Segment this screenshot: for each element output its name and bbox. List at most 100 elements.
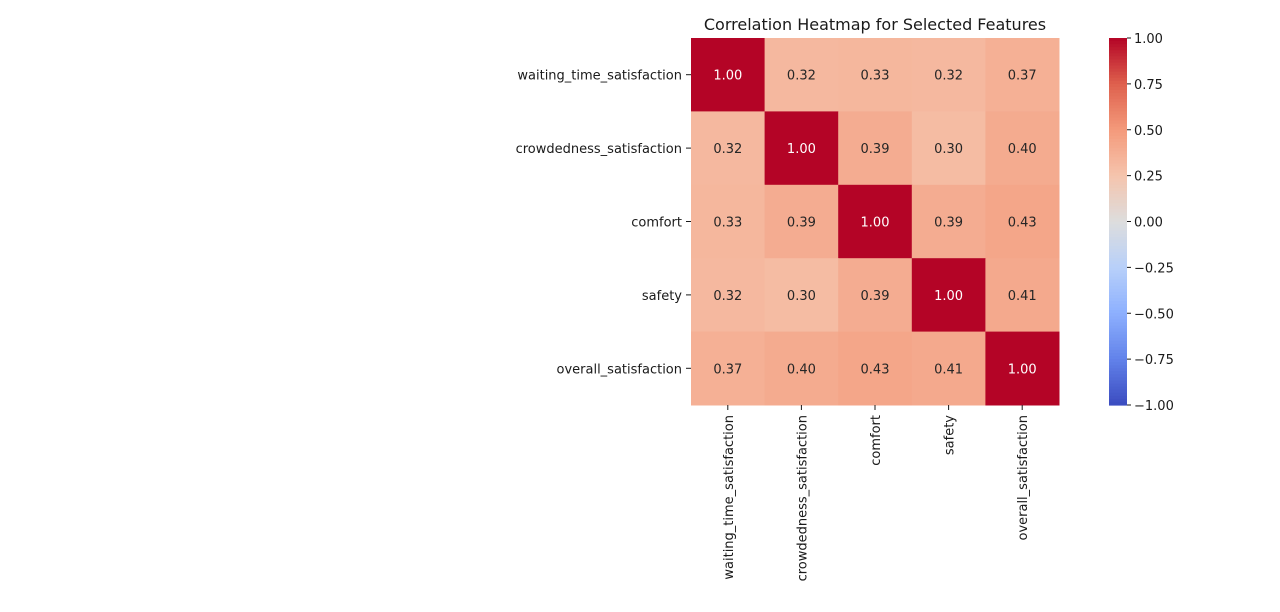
colorbar-segment <box>1109 362 1127 366</box>
cell-value-label: 0.37 <box>713 362 742 377</box>
colorbar-segment <box>1109 389 1127 394</box>
colorbar-segment <box>1109 242 1127 247</box>
heatmap-cell <box>764 184 839 259</box>
cell-value-label: 0.32 <box>787 69 816 84</box>
colorbar-segment <box>1109 282 1127 287</box>
colorbar-segment <box>1109 197 1127 201</box>
heatmap-cells <box>691 38 1060 406</box>
cell-value-label: 1.00 <box>934 289 963 304</box>
colorbar-segment <box>1109 371 1127 376</box>
heatmap-cell <box>911 331 986 406</box>
cell-value-label: 0.39 <box>861 142 890 157</box>
cell-value-label: 0.41 <box>934 362 963 377</box>
colorbar-tick-label: −0.75 <box>1134 353 1174 368</box>
y-tick-label: waiting_time_satisfaction <box>517 69 682 84</box>
heatmap-cell <box>691 184 766 259</box>
colorbar-segment <box>1109 108 1127 112</box>
colorbar-tick-label: 0.50 <box>1134 124 1163 139</box>
heatmap-cell <box>764 111 839 186</box>
colorbar-segment <box>1109 175 1127 180</box>
colorbar-segment <box>1109 252 1127 256</box>
colorbar-segment <box>1109 96 1127 100</box>
colorbar-segment <box>1109 38 1127 42</box>
colorbar-segment <box>1109 224 1127 229</box>
heatmap-cell <box>911 184 986 259</box>
colorbar-segment <box>1109 218 1127 223</box>
colorbar-segment <box>1109 221 1127 226</box>
colorbar-segment <box>1109 166 1127 171</box>
colorbar-segment <box>1109 359 1127 363</box>
heatmap-cell <box>764 38 839 112</box>
heatmap-cell <box>691 111 766 186</box>
colorbar-segment <box>1109 255 1127 259</box>
colorbar-segment <box>1109 258 1127 262</box>
colorbar-segment <box>1109 114 1127 119</box>
x-axis: waiting_time_satisfaction crowdedness_sat… <box>722 405 1031 581</box>
colorbar-segment <box>1109 68 1127 73</box>
colorbar-segment <box>1109 62 1127 67</box>
colorbar-segment <box>1109 304 1127 308</box>
colorbar-segment <box>1109 349 1127 354</box>
colorbar-segment <box>1109 163 1127 168</box>
colorbar-segment <box>1109 89 1127 94</box>
cell-value-label: 0.30 <box>934 142 963 157</box>
cell-value-label: 0.41 <box>1008 289 1037 304</box>
colorbar-segment <box>1109 138 1127 143</box>
colorbar-segment <box>1109 337 1127 342</box>
heatmap-cell <box>985 331 1060 406</box>
cell-value-label: 1.00 <box>787 142 816 157</box>
colorbar-segment <box>1109 374 1127 379</box>
colorbar-segment <box>1109 288 1127 293</box>
colorbar-segment <box>1109 398 1127 403</box>
cell-value-label: 0.40 <box>787 362 816 377</box>
colorbar-segment <box>1109 310 1127 314</box>
colorbar-tick-label: −0.50 <box>1134 307 1174 322</box>
colorbar-segment <box>1109 319 1127 324</box>
colorbar-segment <box>1109 267 1127 272</box>
colorbar-segment <box>1109 340 1127 345</box>
colorbar-segment <box>1109 77 1127 82</box>
colorbar-segment <box>1109 264 1127 268</box>
colorbar-segment <box>1109 187 1127 192</box>
heatmap-cell <box>838 38 913 112</box>
y-tick-label: crowdedness_satisfaction <box>516 142 682 157</box>
cell-value-label: 0.32 <box>713 289 742 304</box>
heatmap-cell <box>838 184 913 259</box>
colorbar-segment <box>1109 123 1127 128</box>
cell-value-label: 0.39 <box>787 216 816 231</box>
x-tick-label: crowdedness_satisfaction <box>795 415 810 581</box>
cell-value-label: 1.00 <box>1008 362 1037 377</box>
colorbar: 1.00 0.75 0.50 0.25 0.00 −0.25 −0.50 −0.75 −1.00 <box>1109 32 1174 414</box>
colorbar-segment <box>1109 181 1127 186</box>
colorbar-tick-label: 0.25 <box>1134 170 1163 185</box>
colorbar-segment <box>1109 44 1127 48</box>
colorbar-segment <box>1109 148 1127 152</box>
colorbar-segment <box>1109 365 1127 369</box>
colorbar-segment <box>1109 102 1127 106</box>
colorbar-segment <box>1109 334 1127 339</box>
colorbar-segment <box>1109 356 1127 360</box>
colorbar-segment <box>1109 151 1127 155</box>
colorbar-segment <box>1109 285 1127 290</box>
colorbar-segment <box>1109 169 1127 174</box>
x-tick-label: comfort <box>869 415 884 466</box>
cell-value-label: 0.39 <box>934 216 963 231</box>
x-tick-label: safety <box>943 415 958 455</box>
colorbar-segment <box>1109 377 1127 382</box>
colorbar-segment <box>1109 291 1127 296</box>
colorbar-segment <box>1109 279 1127 284</box>
y-tick-label: overall_satisfaction <box>557 362 683 377</box>
heatmap-cell <box>764 331 839 406</box>
colorbar-segment <box>1109 154 1127 158</box>
cell-value-label: 0.37 <box>1008 69 1037 84</box>
colorbar-segment <box>1109 313 1127 317</box>
cell-value-label: 0.33 <box>861 69 890 84</box>
colorbar-segment <box>1109 50 1127 54</box>
colorbar-segment <box>1109 172 1127 177</box>
heatmap-cell <box>838 111 913 186</box>
colorbar-segment <box>1109 86 1127 91</box>
colorbar-segment <box>1109 383 1127 388</box>
heatmap-cell <box>911 258 986 333</box>
heatmap-cell <box>985 258 1060 333</box>
